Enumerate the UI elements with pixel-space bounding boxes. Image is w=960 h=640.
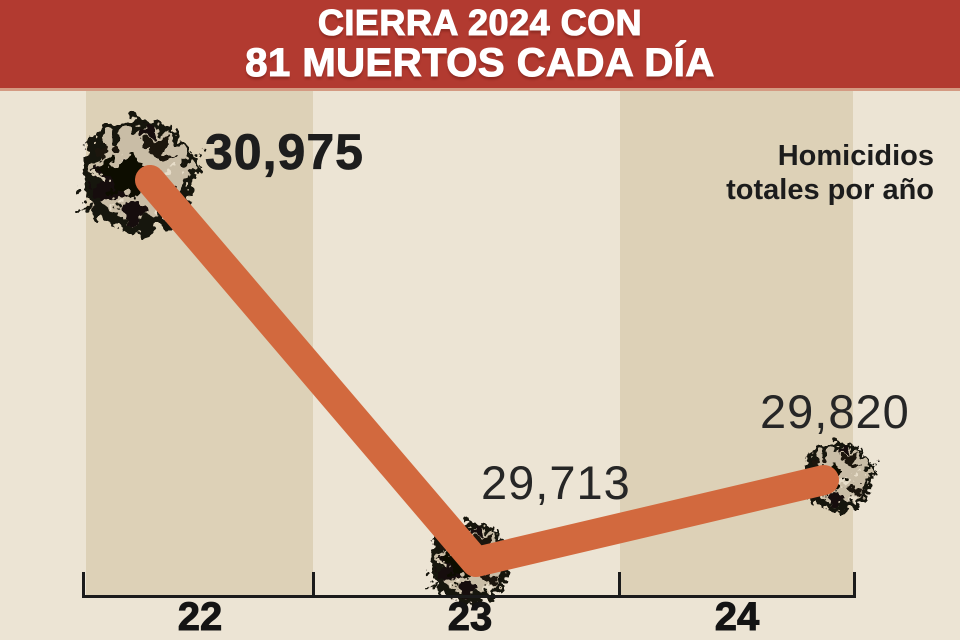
- x-axis-tick: [853, 572, 856, 595]
- x-axis-tick: [618, 572, 621, 595]
- x-axis-label-2023: 23: [447, 595, 493, 639]
- trend-line: [135, 165, 839, 577]
- value-label-2023: 29,713: [481, 456, 631, 509]
- x-axis-tick: [82, 572, 85, 595]
- annotation-line-2: totales por año: [726, 174, 934, 206]
- chart-annotation: Homicidios totales por año: [726, 139, 934, 207]
- title-line-1: CIERRA 2024 CON: [317, 2, 643, 43]
- value-label-2024: 29,820: [760, 385, 910, 438]
- title-line-2: 81 MUERTOS CADA DÍA: [245, 41, 715, 85]
- x-axis-label-2022: 22: [177, 595, 223, 639]
- annotation-line-1: Homicidios: [777, 140, 934, 172]
- x-axis-line: [82, 595, 856, 598]
- x-axis-tick: [312, 572, 315, 595]
- value-label-2022: 30,975: [205, 124, 364, 181]
- header-banner: CIERRA 2024 CON 81 MUERTOS CADA DÍA: [0, 0, 960, 91]
- x-axis-label-2024: 24: [714, 595, 760, 639]
